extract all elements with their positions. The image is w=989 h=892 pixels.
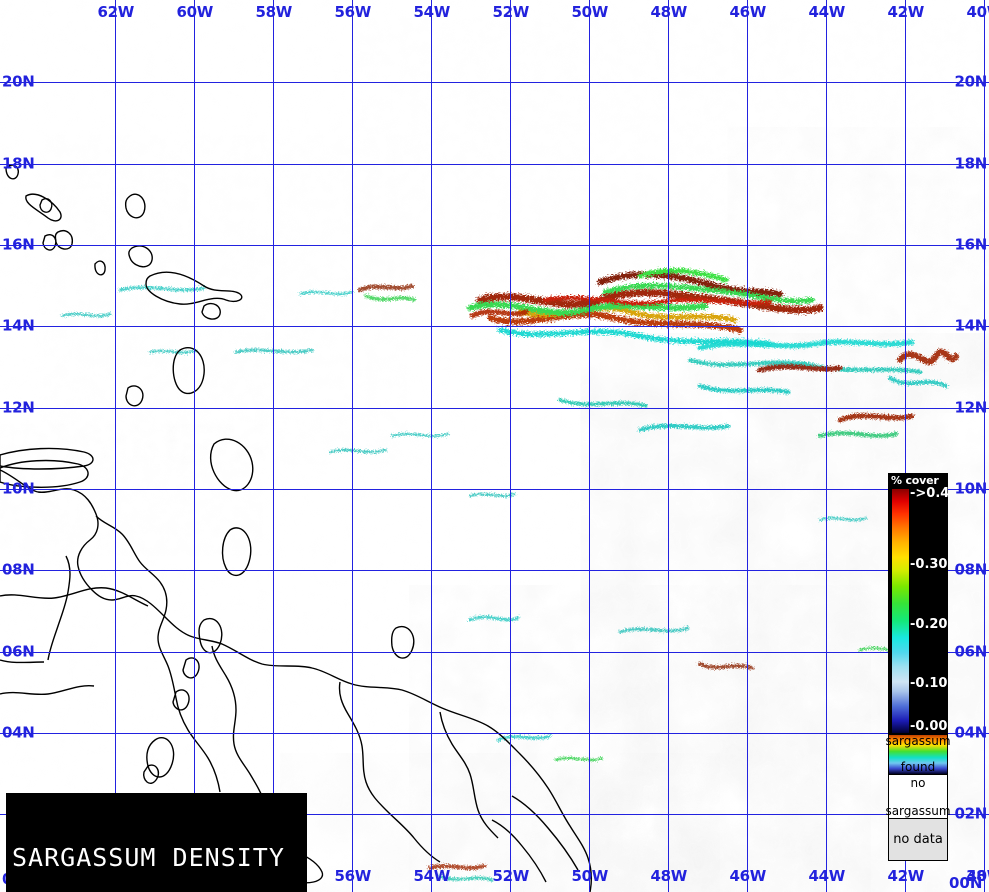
lon-tick-top-2: 58W (255, 3, 292, 21)
colorbar-tick-1: -0.30 (910, 557, 948, 572)
lon-tick-top-3: 56W (334, 3, 371, 21)
colorbar-title: % cover (891, 474, 939, 487)
title-line-density: SARGASSUM DENSITY (12, 843, 285, 872)
lon-tick-bottom-6: 50W (571, 867, 608, 885)
legend-swatch-no-data: no data (888, 819, 948, 861)
lon-tick-top-7: 48W (650, 3, 687, 21)
lon-tick-bottom-9: 44W (808, 867, 845, 885)
legend-swatch-no-sargassum: no sargassum (885, 775, 951, 819)
legend-found-line1: sargassum (885, 734, 951, 748)
legend-nodata-label: no data (893, 831, 943, 847)
legend-found-line2: found (900, 760, 936, 774)
lat-tick-right-3: 14N (954, 316, 987, 335)
lat-tick-right-7: 06N (954, 642, 987, 661)
lat-tick-left-5: 10N (2, 479, 35, 498)
colorbar-tick-3: -0.10 (910, 676, 948, 691)
lon-tick-top-1: 60W (176, 3, 213, 21)
lat-tick-left-6: 08N (2, 560, 35, 579)
colorbar-tick-2: -0.20 (910, 617, 948, 632)
title-block: SARGASSUM DENSITY ©USF ©SAILGRIB VALID: … (6, 793, 307, 892)
lat-tick-left-0: 20N (2, 72, 35, 91)
lon-tick-bottom-11: 40W (966, 867, 989, 885)
lat-tick-right-2: 16N (954, 235, 987, 254)
lon-tick-top-10: 42W (887, 3, 924, 21)
lat-tick-right-9: 02N (954, 804, 987, 823)
lon-tick-top-6: 50W (571, 3, 608, 21)
lat-tick-right-1: 18N (954, 154, 987, 173)
legend-nosarg-line2: sargassum (885, 803, 951, 818)
lat-tick-right-0: 20N (954, 72, 987, 91)
legend-nosarg-line1: no (910, 775, 926, 790)
lon-tick-bottom-8: 46W (729, 867, 766, 885)
lat-tick-right-4: 12N (954, 398, 987, 417)
lat-tick-left-4: 12N (2, 398, 35, 417)
colorbar-gradient-strip (892, 489, 909, 733)
lat-tick-left-2: 16N (2, 235, 35, 254)
lon-tick-top-8: 46W (729, 3, 766, 21)
lat-tick-left-1: 18N (2, 154, 35, 173)
lat-tick-left-3: 14N (2, 316, 35, 335)
colorbar-panel: % cover ->0.4 -0.30 -0.20 -0.10 -0.00 (888, 473, 950, 735)
lon-tick-top-5: 52W (492, 3, 529, 21)
lon-tick-bottom-5: 52W (492, 867, 529, 885)
lon-tick-top-0: 62W (97, 3, 134, 21)
lon-tick-bottom-3: 56W (334, 867, 371, 885)
lon-tick-bottom-10: 42W (887, 867, 924, 885)
lat-tick-left-8: 04N (2, 723, 35, 742)
colorbar-tick-4: -0.00 (910, 719, 948, 734)
lat-tick-left-7: 06N (2, 642, 35, 661)
corner-label-bottom-right: 00N (949, 874, 983, 892)
lon-tick-top-11: 40W (966, 3, 989, 21)
lon-tick-bottom-7: 48W (650, 867, 687, 885)
lat-tick-right-5: 10N (954, 479, 987, 498)
legend-panel: % cover ->0.4 -0.30 -0.20 -0.10 -0.00 sa… (885, 473, 951, 861)
lon-tick-bottom-4: 54W (413, 867, 450, 885)
lat-tick-right-6: 08N (954, 560, 987, 579)
lon-tick-bottom-12: 38 (966, 867, 987, 885)
colorbar-tick-0: ->0.4 (910, 486, 950, 501)
lat-tick-right-8: 04N (954, 723, 987, 742)
legend-swatch-sargassum-found: sargassum found (885, 734, 951, 775)
lon-tick-top-4: 54W (413, 3, 450, 21)
lon-tick-top-9: 44W (808, 3, 845, 21)
